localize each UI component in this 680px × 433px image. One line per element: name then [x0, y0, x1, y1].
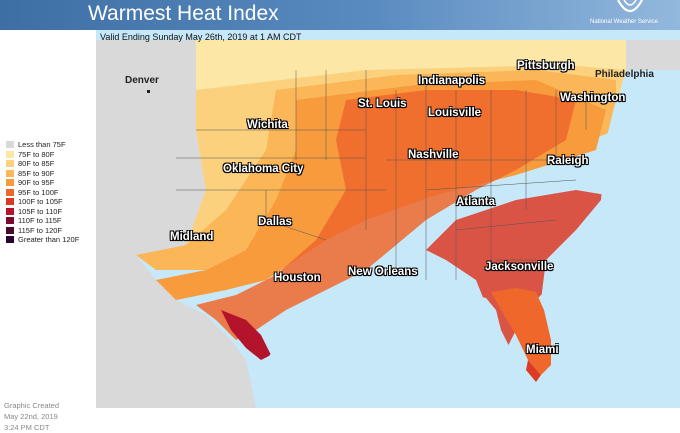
legend-swatch	[6, 226, 14, 234]
city-philadelphia: Philadelphia	[595, 69, 654, 80]
credit-line-1: Graphic Created	[4, 401, 60, 410]
city-washington: Washington	[560, 92, 626, 104]
legend-item: 80F to 85F	[6, 159, 79, 169]
legend-item: 85F to 90F	[6, 169, 79, 179]
zone-105-110	[221, 310, 271, 360]
city-wichita: Wichita	[247, 119, 288, 131]
legend-swatch	[6, 141, 14, 149]
atlantic-water	[541, 70, 680, 408]
city-miami: Miami	[526, 344, 559, 356]
state-borders	[176, 70, 587, 280]
credit-line-2: May 22nd, 2019	[4, 412, 58, 421]
legend-item: 75F to 80F	[6, 150, 79, 160]
legend-label: 110F to 115F	[18, 216, 62, 226]
mexico-no-data	[96, 255, 256, 408]
legend-label: 95F to 100F	[18, 187, 59, 197]
gulf-water	[266, 280, 536, 408]
city-dallas: Dallas	[258, 216, 292, 228]
map-canvas	[96, 40, 680, 408]
city-marker-denver	[147, 90, 150, 93]
credit-line-3: 3:24 PM CDT	[4, 423, 50, 432]
city-nashville: Nashville	[408, 149, 459, 161]
map-title: Warmest Heat Index	[88, 2, 279, 25]
legend-swatch	[6, 198, 14, 206]
legend-item: 115F to 120F	[6, 226, 79, 236]
legend-swatch	[6, 217, 14, 225]
zone-100-105	[426, 190, 606, 350]
legend-item: 90F to 95F	[6, 178, 79, 188]
legend-item: 100F to 105F	[6, 197, 79, 207]
graphic-credit: Graphic Created May 22nd, 2019 3:24 PM C…	[4, 400, 59, 433]
zone-95-100	[196, 90, 576, 340]
legend-swatch	[6, 160, 14, 168]
city-denver: Denver	[125, 75, 159, 86]
nws-logo-icon	[617, 0, 643, 13]
legend: Less than 75F 75F to 80F 80F to 85F 85F to …	[6, 140, 79, 245]
legend-label: 85F to 90F	[18, 168, 55, 178]
city-midland: Midland	[170, 231, 214, 243]
city-pittsburgh: Pittsburgh	[517, 60, 575, 72]
city-raleigh: Raleigh	[547, 155, 589, 167]
city-oklahoma-city: Oklahoma City	[223, 163, 304, 175]
agency-name: National Weather Service	[590, 19, 658, 25]
legend-item: Greater than 120F	[6, 235, 79, 245]
legend-swatch	[6, 188, 14, 196]
florida	[491, 288, 551, 375]
city-louisville: Louisville	[428, 107, 482, 119]
legend-swatch	[6, 207, 14, 215]
legend-label: 75F to 80F	[18, 149, 55, 159]
legend-item: 95F to 100F	[6, 188, 79, 198]
legend-label: Greater than 120F	[18, 235, 80, 245]
legend-label: 90F to 95F	[18, 178, 55, 188]
legend-swatch	[6, 179, 14, 187]
city-houston: Houston	[274, 272, 321, 284]
legend-label: 105F to 110F	[18, 206, 63, 216]
city-jacksonville: Jacksonville	[485, 261, 554, 273]
legend-item: Less than 75F	[6, 140, 79, 150]
city-st-louis: St. Louis	[358, 98, 407, 110]
legend-swatch	[6, 236, 14, 244]
legend-swatch	[6, 169, 14, 177]
legend-label: 100F to 105F	[18, 197, 63, 207]
land-west-no-data	[96, 40, 206, 255]
heat-index-map: Valid Ending Sunday May 26th, 2019 at 1 …	[96, 30, 680, 408]
florida-tip	[526, 360, 541, 382]
legend-label: 80F to 85F	[18, 159, 55, 169]
legend-item: 105F to 110F	[6, 207, 79, 217]
city-atlanta: Atlanta	[456, 196, 495, 208]
legend-label: 115F to 120F	[18, 225, 63, 235]
legend-panel: Less than 75F 75F to 80F 80F to 85F 85F to …	[0, 30, 96, 432]
legend-item: 110F to 115F	[6, 216, 79, 226]
legend-label: Less than 75F	[18, 140, 66, 150]
valid-time: Valid Ending Sunday May 26th, 2019 at 1 …	[100, 32, 302, 42]
legend-swatch	[6, 150, 14, 158]
city-indianapolis: Indianapolis	[418, 75, 486, 87]
header-bar: Warmest Heat Index National Weather Serv…	[0, 0, 680, 30]
city-new-orleans: New Orleans	[348, 266, 418, 278]
